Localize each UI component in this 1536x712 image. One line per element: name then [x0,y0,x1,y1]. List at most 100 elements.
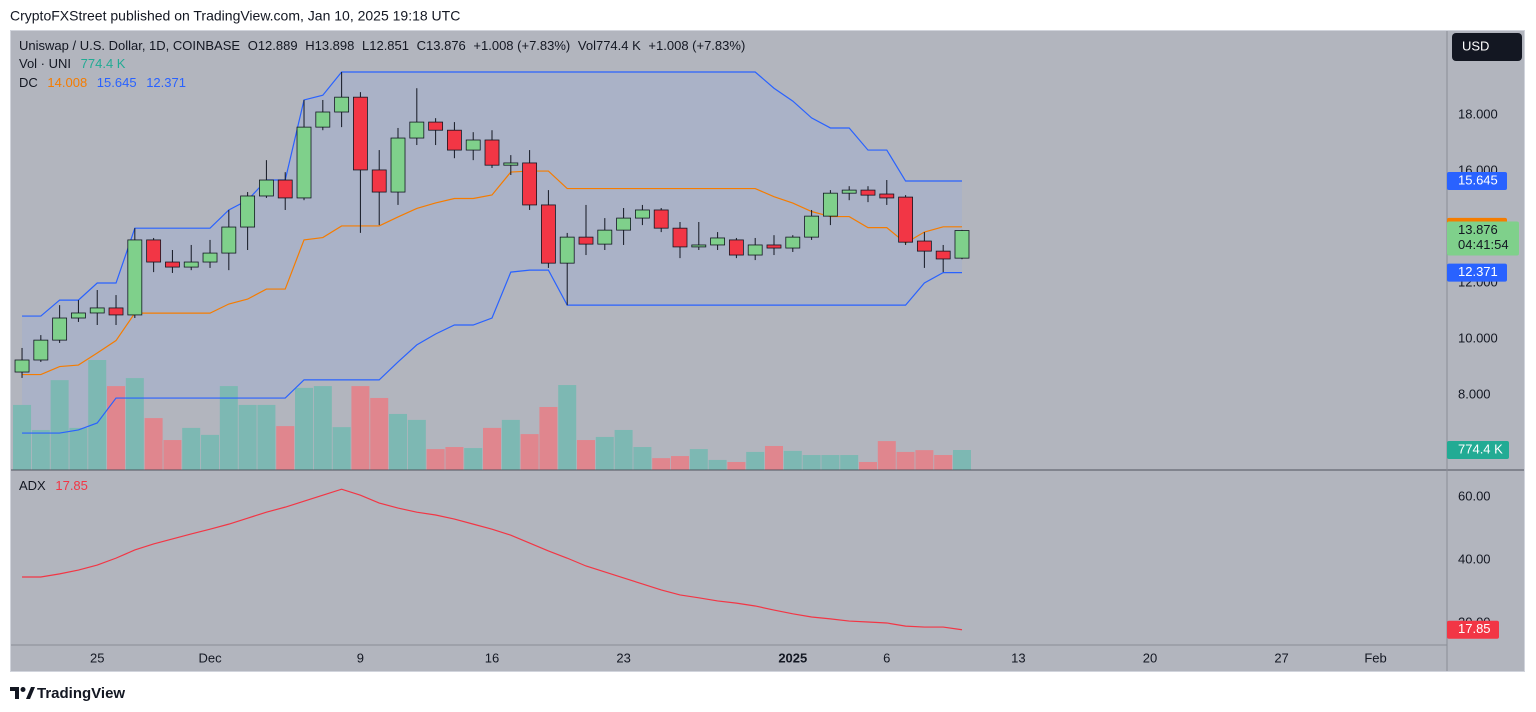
volume-bar [426,449,445,470]
candle-body [710,237,725,246]
volume-bar [915,450,934,470]
symbol-legend: Uniswap / U.S. Dollar, 1D, COINBASE O12.… [19,38,745,53]
volume-bar [746,451,765,470]
volume-badge-label: 774.4 K [1458,441,1503,456]
candle-body [898,196,913,243]
dc-legend: DC 14.008 15.645 12.371 [19,75,186,90]
channel-line [22,71,962,317]
candle-body [296,126,312,199]
candle-body [334,96,350,113]
volume-bar [821,455,840,470]
price-tick-label: 8.000 [1458,386,1491,401]
candle-body [785,236,801,249]
volume-bar [727,461,746,470]
dc-middle-value: 14.008 [47,75,87,90]
candle-body [127,239,143,316]
currency-button[interactable] [1452,33,1522,61]
candle-body [259,179,274,197]
dc-upper-value: 15.645 [97,75,137,90]
volume-bar [445,447,464,470]
dc-lower-badge-label: 12.371 [1458,264,1498,279]
volume-bar [407,419,426,470]
adx-badge-label: 17.85 [1458,621,1491,636]
channel-line [22,170,962,376]
candle-body [277,179,293,199]
close-badge-label: 13.876 [1458,222,1498,237]
volume-bar [652,458,671,470]
volume-bar [351,386,370,470]
adx-label: ADX [19,478,46,493]
volume-bar [238,404,257,470]
dc-upper-badge [1447,172,1507,191]
candle-body [108,307,124,316]
candle-body [202,252,218,263]
adx-tick-label: 60.00 [1458,489,1491,504]
candle-body [597,229,613,245]
candle-body [447,129,462,151]
volume-value: 774.4 K [596,38,641,53]
high-value: 13.898 [315,38,355,53]
volume-bar [952,450,971,470]
plot-area [13,71,971,631]
volume-bar [88,360,107,470]
volume-bar [877,441,896,470]
candle-body [240,195,256,228]
volume-bar [107,386,126,470]
dc-label: DC [19,75,38,90]
volume-bar [144,418,163,470]
candle-body [728,239,744,256]
candle-body [353,96,368,171]
candle-body [635,209,650,219]
volume-bar [896,451,915,470]
volume-bar [633,447,652,470]
candle-body [954,230,970,259]
adx-line [22,488,963,631]
volume-bar [201,434,220,470]
logo-part [10,687,19,699]
candle-body [879,193,895,199]
volume-title: Vol · UNI [19,56,71,71]
time-tick-label: 2025 [778,650,807,665]
candle-body [541,204,556,264]
volume-bar [689,449,708,470]
time-tick-label: 20 [1143,650,1157,665]
volume-bar [219,386,238,470]
candle-body [71,312,86,319]
change: +1.008 (+7.83%) [473,38,570,53]
volume-bar [370,397,389,470]
currency-label[interactable]: USD [1462,38,1489,53]
price-tick-label: 18.000 [1458,107,1498,122]
candle-body [165,261,180,268]
volume-bar [295,387,314,470]
volume-legend: Vol · UNI 774.4 K [19,56,126,71]
high-prefix: H [305,38,314,53]
dc-lower-value: 12.371 [146,75,186,90]
volume-bar [858,461,877,470]
adx-legend: ADX 17.85 [19,478,88,493]
candle-body [916,240,932,252]
candle-body [841,189,857,194]
time-tick-label: 9 [357,650,364,665]
volume-bar [50,380,69,470]
volume-badge [1447,441,1509,460]
countdown: 04:41:54 [1458,237,1509,252]
volume-bar [313,386,332,470]
candle-body [14,359,30,373]
volume-bar [708,459,727,470]
volume-bar [764,445,783,470]
volume-bar [539,406,558,470]
candle-body [465,139,481,151]
candle-body [616,217,632,231]
candle-body [766,244,782,249]
volume-bar [840,455,859,470]
candle-body [146,239,162,263]
volume-bar [464,448,483,470]
candle-body [653,209,669,229]
candle-body [221,226,237,254]
volume-bar [802,455,821,470]
volume-bar [276,426,295,470]
candle-body [33,339,49,361]
logo-part [26,687,35,699]
volume-bar [934,455,953,470]
